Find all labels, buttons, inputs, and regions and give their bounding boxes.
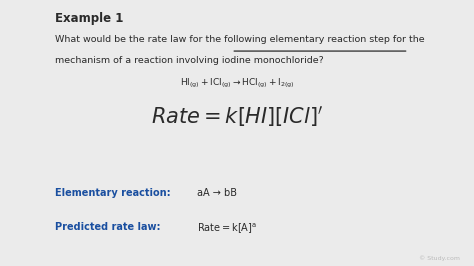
Text: mechanism of a reaction involving iodine monochloride?: mechanism of a reaction involving iodine… — [55, 56, 323, 65]
Text: Example 1: Example 1 — [55, 12, 123, 25]
Text: Predicted rate law:: Predicted rate law: — [55, 222, 160, 232]
Text: $\mathrm{HI_{(g)} + ICl_{(g)} \rightarrow HCl_{(g)} + I_{2(g)}}$: $\mathrm{HI_{(g)} + ICl_{(g)} \rightarro… — [180, 77, 294, 90]
Text: Elementary reaction:: Elementary reaction: — [55, 188, 170, 198]
Text: $\mathrm{Rate= k[A]^{a}}$: $\mathrm{Rate= k[A]^{a}}$ — [197, 222, 257, 236]
Text: aA → bB: aA → bB — [197, 188, 237, 198]
Text: © Study.com: © Study.com — [419, 255, 460, 261]
Text: $\mathit{Rate = k[HI][ICl]^{\prime}}$: $\mathit{Rate = k[HI][ICl]^{\prime}}$ — [151, 104, 323, 129]
Text: What would be the rate law for the following elementary reaction step for the: What would be the rate law for the follo… — [55, 35, 424, 44]
